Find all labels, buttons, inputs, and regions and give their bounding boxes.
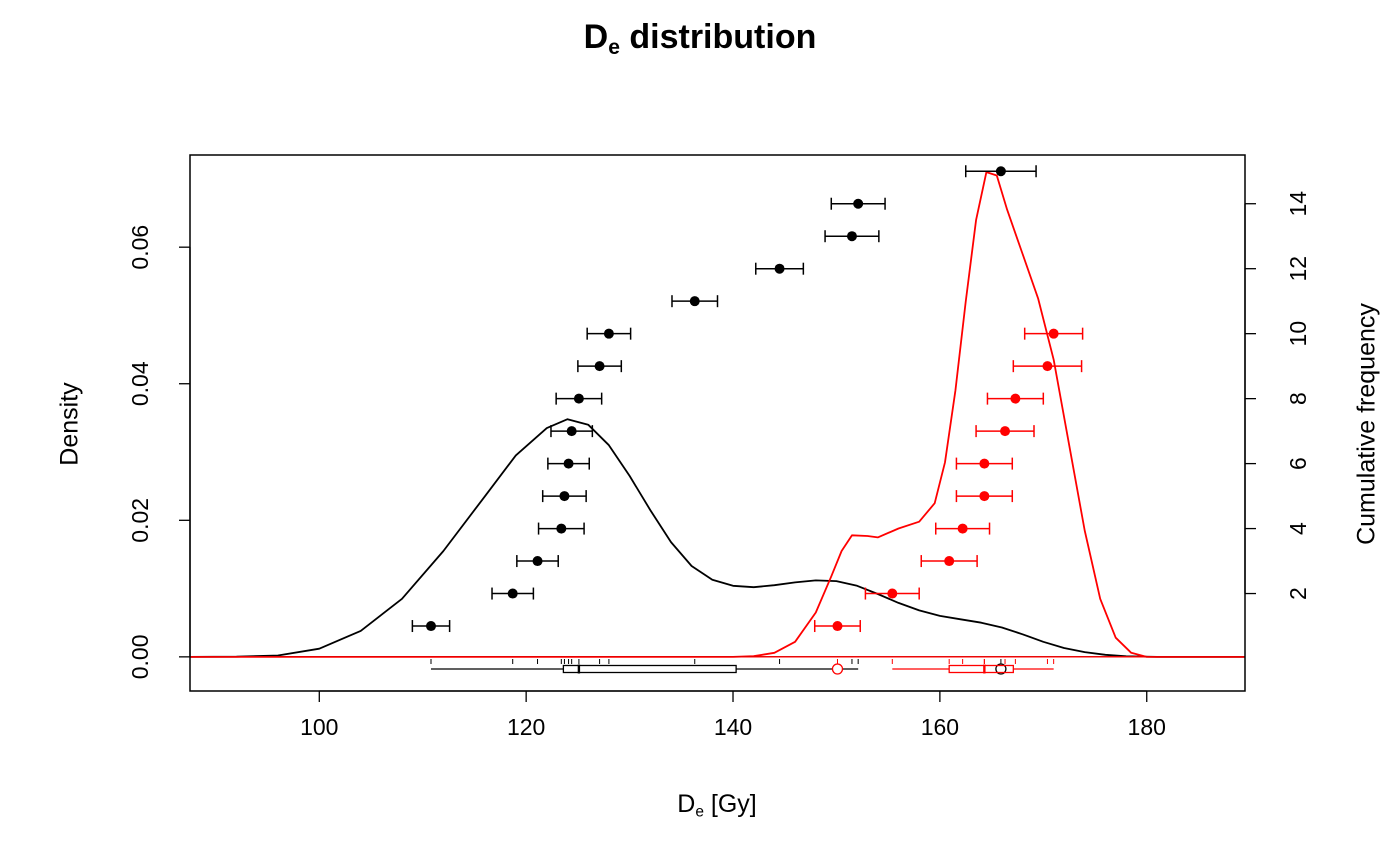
data-point-series-2-point-3 [944, 556, 955, 567]
x-tick-label-180: 180 [1128, 714, 1166, 740]
data-point-series-2-point-10 [1048, 328, 1059, 339]
data-point-series-1-point-10 [603, 328, 614, 339]
x-tick-label-160: 160 [921, 714, 959, 740]
data-point-series-2-point-1 [832, 621, 843, 632]
boxplot-box-series-1 [562, 664, 737, 674]
plot-region [190, 165, 1245, 675]
data-point-series-2-point-6 [979, 458, 990, 469]
boxplot-box-series-2 [948, 664, 1014, 674]
cumulative-tick-label-10: 10 [1285, 321, 1311, 347]
density-curve-series-2 [190, 171, 1245, 658]
cumulative-tick-label-8: 8 [1285, 392, 1311, 405]
data-point-series-2-point-7 [1000, 426, 1011, 437]
data-point-series-2-point-8 [1010, 393, 1021, 404]
data-point-series-1-point-2 [507, 588, 518, 599]
y-axis-label-cumulative: Cumulative frequency [1352, 303, 1381, 545]
x-axis-label: De [Gy] [677, 790, 757, 821]
data-point-series-1-point-15 [995, 166, 1006, 177]
density-tick-label-0.06: 0.06 [127, 225, 153, 270]
density-tick-label-0.00: 0.00 [127, 634, 153, 679]
data-point-series-1-point-9 [594, 361, 605, 372]
data-point-series-1-point-4 [556, 523, 567, 534]
data-point-series-1-point-11 [689, 296, 700, 307]
data-point-series-2-point-9 [1042, 361, 1053, 372]
density-tick-label-0.04: 0.04 [127, 361, 153, 406]
data-point-series-1-point-5 [559, 491, 570, 502]
data-point-series-2-point-5 [979, 491, 990, 502]
density-curve-series-1 [190, 418, 1245, 658]
data-point-series-1-point-13 [846, 231, 857, 242]
data-point-series-1-point-8 [573, 393, 584, 404]
data-point-series-2-point-4 [957, 523, 968, 534]
data-point-series-1-point-1 [425, 621, 436, 632]
x-tick-label-140: 140 [714, 714, 752, 740]
x-tick-label-100: 100 [300, 714, 338, 740]
cumulative-tick-label-2: 2 [1285, 587, 1311, 600]
cumulative-tick-label-12: 12 [1285, 256, 1311, 282]
plot-frame [189, 154, 1246, 692]
data-point-series-1-point-7 [566, 426, 577, 437]
density-tick-label-0.02: 0.02 [127, 498, 153, 543]
data-point-series-1-point-3 [532, 556, 543, 567]
chart-title: De distribution [583, 18, 817, 59]
boxplot-outlier-series-1-1 [995, 663, 1007, 675]
boxplot-outlier-series-2-1 [831, 663, 844, 675]
data-point-series-2-point-2 [887, 588, 898, 599]
cumulative-tick-label-6: 6 [1285, 457, 1311, 470]
data-point-series-1-point-12 [774, 263, 785, 274]
data-point-series-1-point-6 [563, 458, 574, 469]
cumulative-tick-label-14: 14 [1285, 191, 1311, 217]
cumulative-tick-label-4: 4 [1285, 522, 1311, 535]
data-point-series-1-point-14 [853, 198, 864, 209]
y-axis-label-density: Density [55, 382, 84, 466]
x-tick-label-120: 120 [507, 714, 545, 740]
chart-axes: 100 120 140 160 180 0.00 0.02 0.04 0.06 2 4 6 8 10 12 1… [127, 191, 1311, 740]
